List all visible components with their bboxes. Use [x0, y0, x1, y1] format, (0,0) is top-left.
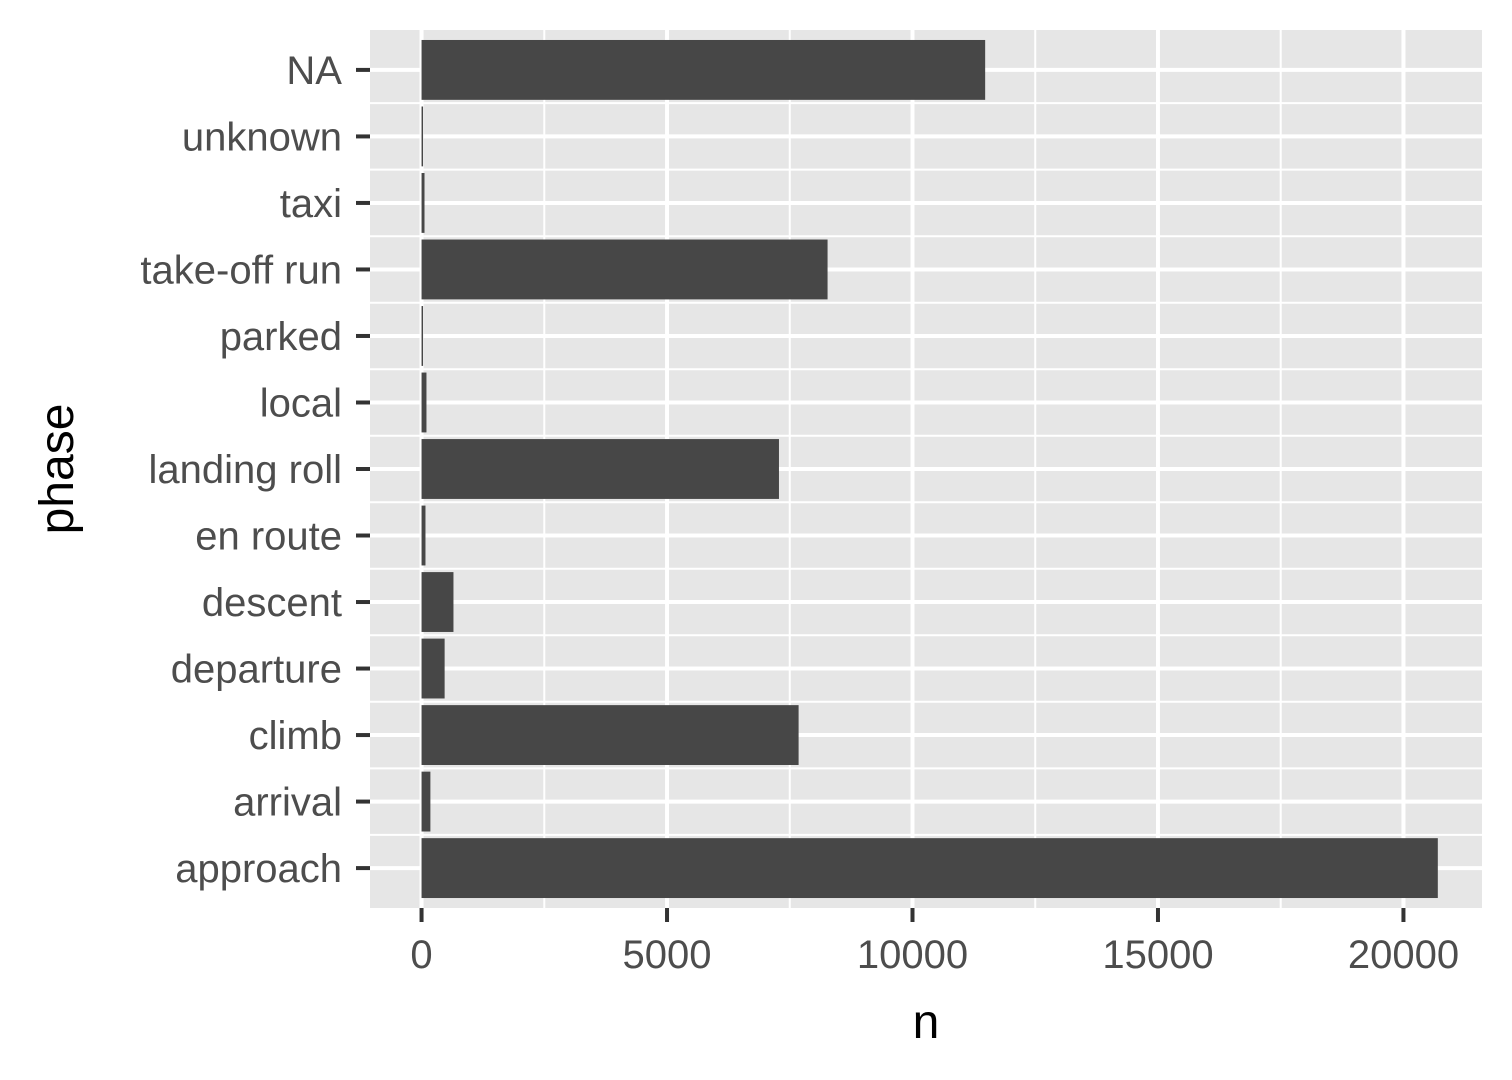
x-axis: 0 5000 10000 15000 20000 [410, 908, 1459, 977]
x-tick-label: 15000 [1102, 933, 1213, 977]
bar-parked [421, 306, 424, 366]
y-tick-label: unknown [182, 115, 342, 159]
bar-taxi [421, 173, 425, 233]
y-tick-label: climb [249, 714, 342, 758]
y-tick-label: approach [175, 847, 342, 891]
x-tick-label: 5000 [623, 933, 712, 977]
bar-approach [421, 838, 1438, 899]
y-tick-label: NA [286, 49, 342, 93]
y-tick-label: en route [195, 515, 342, 559]
y-tick-label: taxi [280, 182, 342, 226]
y-tick-label: landing roll [149, 448, 342, 492]
y-axis: approach arrival climb departure descent en r… [140, 49, 370, 891]
x-tick-label: 0 [410, 933, 432, 977]
y-axis-title: phase [31, 404, 84, 535]
bar-descent [421, 572, 454, 632]
y-tick-label: parked [220, 315, 342, 359]
bar-take-off-run [421, 239, 828, 300]
x-tick-label: 10000 [857, 933, 968, 977]
bar-departure [421, 638, 445, 699]
y-tick-label: departure [171, 648, 342, 692]
bar-unknown [421, 106, 424, 167]
bars [421, 39, 1438, 899]
bar-local [421, 372, 427, 433]
y-tick-label: arrival [233, 781, 342, 825]
x-axis-title: n [913, 996, 940, 1049]
y-tick-label: descent [202, 581, 342, 625]
bar-climb [421, 705, 799, 765]
y-tick-label: local [260, 381, 342, 425]
bar-en-route [421, 505, 426, 566]
x-tick-label: 20000 [1348, 933, 1459, 977]
bar-na [421, 39, 986, 100]
y-tick-label: take-off run [140, 248, 342, 292]
bar-arrival [421, 771, 431, 832]
bar-landing-roll [421, 439, 779, 499]
